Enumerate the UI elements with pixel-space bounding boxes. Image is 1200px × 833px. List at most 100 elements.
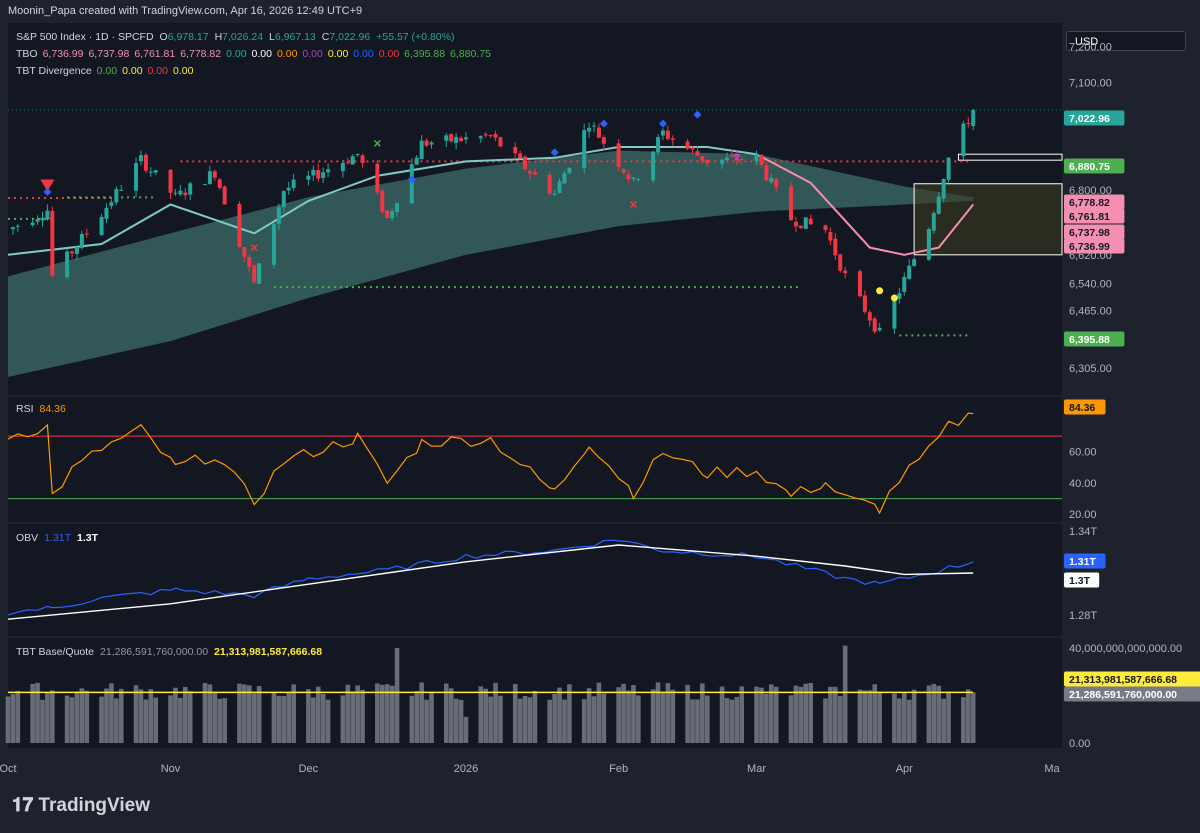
candle-body (892, 299, 897, 329)
candle-body (143, 154, 148, 171)
attribution-text: Moonin_Papa created with TradingView.com… (8, 5, 363, 17)
rsi-group (7, 412, 1062, 515)
rsi-name: RSI (16, 403, 34, 415)
volume-bar (375, 683, 380, 743)
candle-body (754, 154, 759, 162)
candle-body (857, 271, 862, 297)
volume-bar (143, 699, 149, 743)
volume-bar (833, 686, 838, 743)
candle-body (936, 196, 941, 214)
change-value: +55.57 (+0.80%) (376, 31, 454, 43)
volume-bar (10, 694, 16, 743)
obv-value: 1.31T (44, 532, 71, 544)
rsi-value: 84.36 (40, 403, 66, 415)
open-label: O (160, 31, 168, 43)
volume-bar (379, 684, 385, 743)
volume-bar (345, 684, 351, 743)
volume-bar (202, 683, 208, 743)
candle-body (616, 143, 621, 167)
time-tick-label: Nov (161, 763, 181, 775)
volume-bar (138, 689, 144, 743)
divergence-legend: TBT Divergence 0.00 0.00 0.00 0.00 (16, 65, 194, 77)
volume-bar (79, 688, 85, 743)
time-tick-label: Mar (747, 763, 766, 775)
candle-body (739, 159, 744, 161)
cross-stroke (373, 139, 381, 147)
logo-icon: 𝟏𝟕 (12, 795, 34, 816)
candle-body (99, 216, 104, 236)
volume-bar (670, 689, 676, 743)
currency-selector[interactable]: USD (1066, 31, 1186, 51)
volume-bar (414, 690, 420, 743)
candle-body (862, 295, 867, 312)
candle-body (803, 217, 808, 229)
volume-bar (133, 685, 139, 743)
price-tick-label: 6,305.00 (1069, 363, 1112, 375)
volume-bar (493, 682, 498, 743)
obv-group (7, 539, 974, 620)
candle-body (547, 174, 552, 194)
volume-bar (631, 685, 636, 743)
legend-value-1: 0.00 (122, 65, 143, 77)
legend-value-12: 6,880.75 (450, 48, 491, 60)
volume-bar (621, 683, 626, 743)
candle-body (375, 163, 380, 193)
volume-tick-label: 40,000,000,000,000.00 (1069, 643, 1182, 655)
volume-bar (946, 691, 951, 743)
candle-body (463, 137, 468, 140)
price-tick-label: 7,100.00 (1069, 77, 1112, 89)
volume-bar (808, 683, 813, 743)
volume-bar (237, 683, 242, 743)
candle-body (385, 210, 390, 219)
signal-diamond (693, 110, 702, 119)
candle-body (84, 233, 89, 235)
candle-body (119, 189, 124, 191)
volume-bar (325, 699, 331, 743)
volume-bar (424, 699, 429, 743)
price-badge-3: 6,761.81 (1064, 208, 1125, 224)
volume-bar (798, 686, 804, 743)
candle-body (74, 246, 79, 254)
candle-body (872, 318, 877, 332)
volume-bar (419, 682, 424, 743)
candle-body (552, 193, 557, 195)
volume-bar (941, 698, 946, 743)
candle-body (523, 156, 528, 170)
candle-body (838, 254, 843, 271)
volume-bar (463, 716, 469, 743)
volume-bar (271, 691, 277, 743)
price-badge-4-text: 6,737.98 (1069, 227, 1110, 239)
volume-bar (562, 699, 567, 743)
candle-body (724, 157, 729, 161)
volume-bar (660, 692, 666, 743)
volume-bar (636, 695, 641, 743)
volume-bar (936, 685, 942, 743)
candle-body (902, 276, 907, 292)
volume-bar (222, 698, 227, 743)
candle-body (30, 222, 35, 226)
volume-badge: 21,286,591,760,000.00 (1064, 686, 1200, 702)
volume-bar (724, 698, 730, 743)
candle-body (828, 232, 833, 241)
candle-body (567, 167, 572, 173)
signal-triangle (732, 153, 741, 161)
candle-body (242, 246, 247, 257)
volume-bar (104, 688, 109, 743)
candle-body (926, 229, 931, 260)
candle-body (488, 135, 493, 137)
candle-body (153, 170, 158, 173)
volume-bar (532, 690, 538, 743)
volume-bar (527, 697, 533, 743)
volume-bar (867, 690, 873, 743)
volume-bar (803, 683, 809, 743)
price-badge-1-text: 6,880.75 (1069, 161, 1110, 173)
candle-body (798, 225, 803, 228)
chart-svg[interactable]: 7,200.007,100.006,800.006,620.006,540.00… (0, 0, 1200, 790)
candle-body (557, 181, 562, 194)
candle-body (587, 127, 592, 132)
candle-body (306, 175, 311, 180)
candle-body (877, 327, 882, 331)
candle-body (70, 251, 75, 254)
cross-stroke (250, 244, 258, 252)
candle-body (45, 210, 50, 220)
